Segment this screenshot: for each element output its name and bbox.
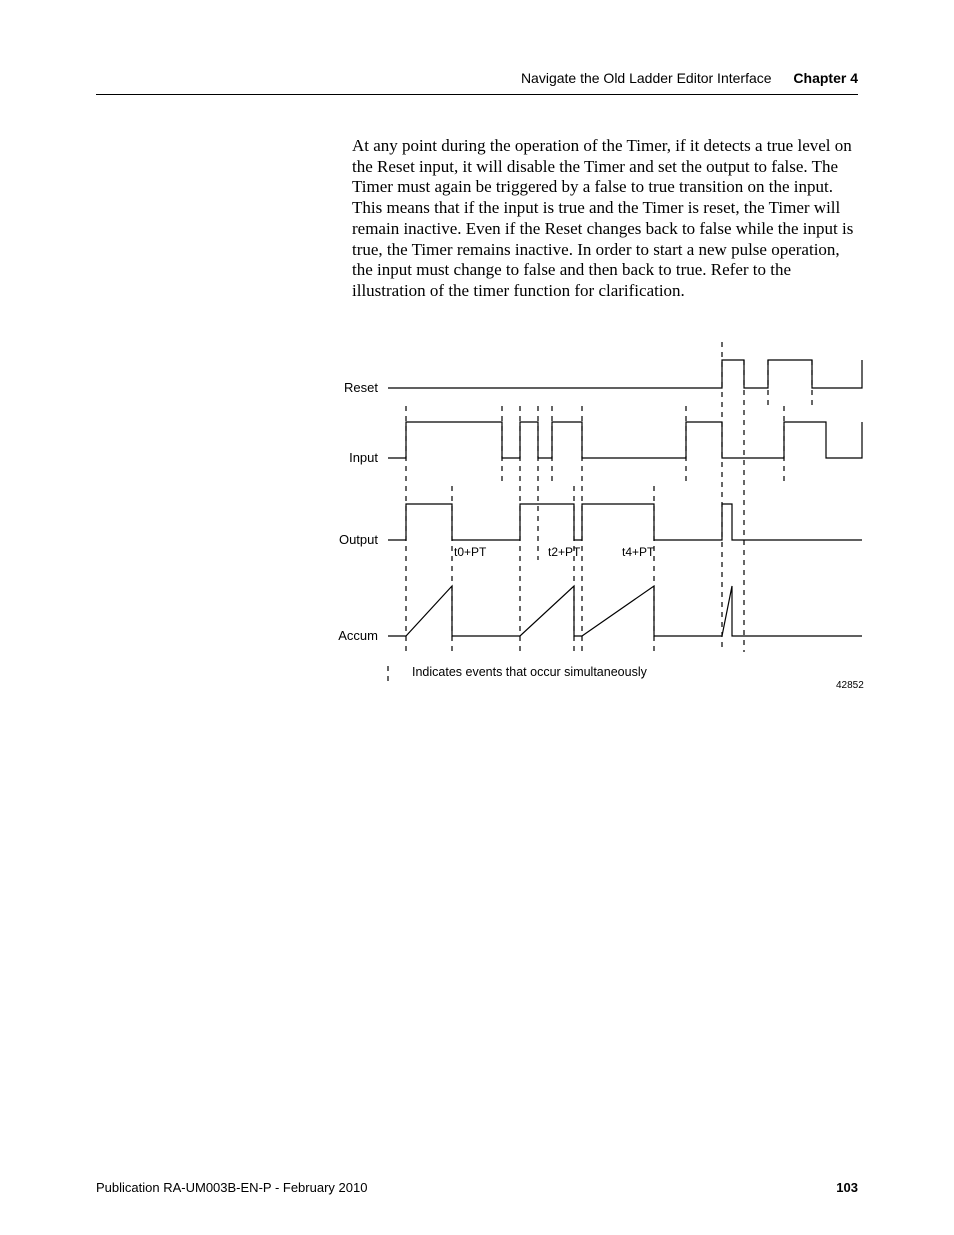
page-header: Navigate the Old Ladder Editor Interface… xyxy=(96,70,858,95)
timing-diagram: Reset Input Output Accum t0+PT t2+PT t4+PT Indi… xyxy=(324,330,864,717)
reset-waveform xyxy=(388,360,862,388)
row-label: Reset xyxy=(344,380,378,395)
row-label: Accum xyxy=(338,628,378,643)
row-label: Output xyxy=(339,532,378,547)
timing-annotation: t2+PT xyxy=(548,545,581,559)
chapter-label: Chapter 4 xyxy=(793,70,858,86)
timing-diagram-svg: Reset Input Output Accum t0+PT t2+PT t4+PT Indi… xyxy=(324,330,864,712)
section-title: Navigate the Old Ladder Editor Interface xyxy=(521,70,772,86)
page-footer: Publication RA-UM003B-EN-P - February 20… xyxy=(96,1180,858,1195)
legend-text: Indicates events that occur simultaneous… xyxy=(412,665,648,679)
accum-waveform xyxy=(388,586,862,636)
publication-id: Publication RA-UM003B-EN-P - February 20… xyxy=(96,1180,367,1195)
body-paragraph: At any point during the operation of the… xyxy=(352,136,858,302)
figure-id: 42852 xyxy=(836,680,864,691)
page: Navigate the Old Ladder Editor Interface… xyxy=(0,0,954,1235)
input-waveform xyxy=(388,422,862,458)
timing-annotation: t4+PT xyxy=(622,545,655,559)
timing-annotation: t0+PT xyxy=(454,545,487,559)
output-waveform xyxy=(388,504,862,540)
page-number: 103 xyxy=(836,1180,858,1195)
row-label: Input xyxy=(349,450,378,465)
